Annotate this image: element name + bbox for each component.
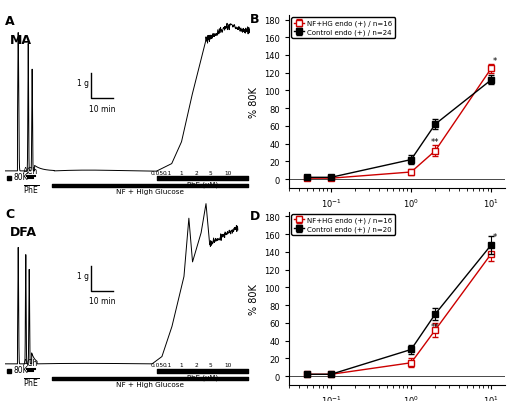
Text: NF + High Glucose: NF + High Glucose: [116, 381, 184, 387]
Text: 2: 2: [194, 363, 198, 368]
Text: 1: 1: [180, 170, 183, 175]
Y-axis label: % 80K: % 80K: [249, 284, 259, 314]
Text: 10 min: 10 min: [89, 104, 115, 113]
Text: 10: 10: [225, 363, 232, 368]
Legend: NF+HG endo (+) / n=16, Control endo (+) / n=20: NF+HG endo (+) / n=16, Control endo (+) …: [291, 215, 395, 235]
Text: 2: 2: [194, 170, 198, 175]
Text: $\overline{\rm PhE}$: $\overline{\rm PhE}$: [23, 377, 39, 389]
Text: 80K: 80K: [14, 365, 29, 374]
Text: PhE (μM): PhE (μM): [187, 181, 218, 187]
Text: *: *: [492, 57, 497, 65]
Text: DFA: DFA: [10, 226, 37, 239]
Text: D: D: [250, 209, 260, 222]
Text: MA: MA: [10, 33, 32, 47]
Text: B: B: [250, 12, 260, 26]
Text: ACh: ACh: [23, 166, 39, 175]
Text: 1 g: 1 g: [77, 79, 89, 88]
Text: **: **: [431, 138, 440, 147]
Text: 1 g: 1 g: [77, 271, 89, 281]
Text: ACh: ACh: [23, 358, 39, 368]
Text: 0.1: 0.1: [162, 170, 171, 175]
X-axis label: Log[PhE (μM)]: Log[PhE (μM)]: [363, 215, 432, 225]
Text: $\overline{\rm PhE}$: $\overline{\rm PhE}$: [23, 184, 39, 196]
Y-axis label: % 80K: % 80K: [249, 87, 259, 117]
Text: 80K: 80K: [14, 172, 29, 181]
Text: 0.05: 0.05: [151, 170, 164, 175]
Text: NF + High Glucose: NF + High Glucose: [116, 188, 184, 194]
Text: **: **: [431, 322, 440, 331]
Text: 5: 5: [209, 170, 213, 175]
Text: *: *: [492, 233, 497, 242]
Text: 0.1: 0.1: [162, 363, 171, 368]
Text: 0.05: 0.05: [151, 363, 164, 368]
Text: C: C: [5, 208, 15, 221]
Legend: NF+HG endo (+) / n=16, Control endo (+) / n=24: NF+HG endo (+) / n=16, Control endo (+) …: [291, 18, 395, 39]
Text: 1: 1: [180, 363, 183, 368]
Text: 10 min: 10 min: [89, 297, 115, 306]
Text: A: A: [5, 15, 15, 28]
Text: 5: 5: [209, 363, 213, 368]
Text: PhE (μM): PhE (μM): [187, 373, 218, 380]
Text: 10: 10: [225, 170, 232, 175]
